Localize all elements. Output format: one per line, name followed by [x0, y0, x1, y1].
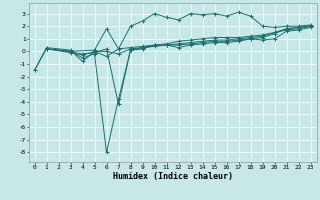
X-axis label: Humidex (Indice chaleur): Humidex (Indice chaleur)	[113, 172, 233, 181]
